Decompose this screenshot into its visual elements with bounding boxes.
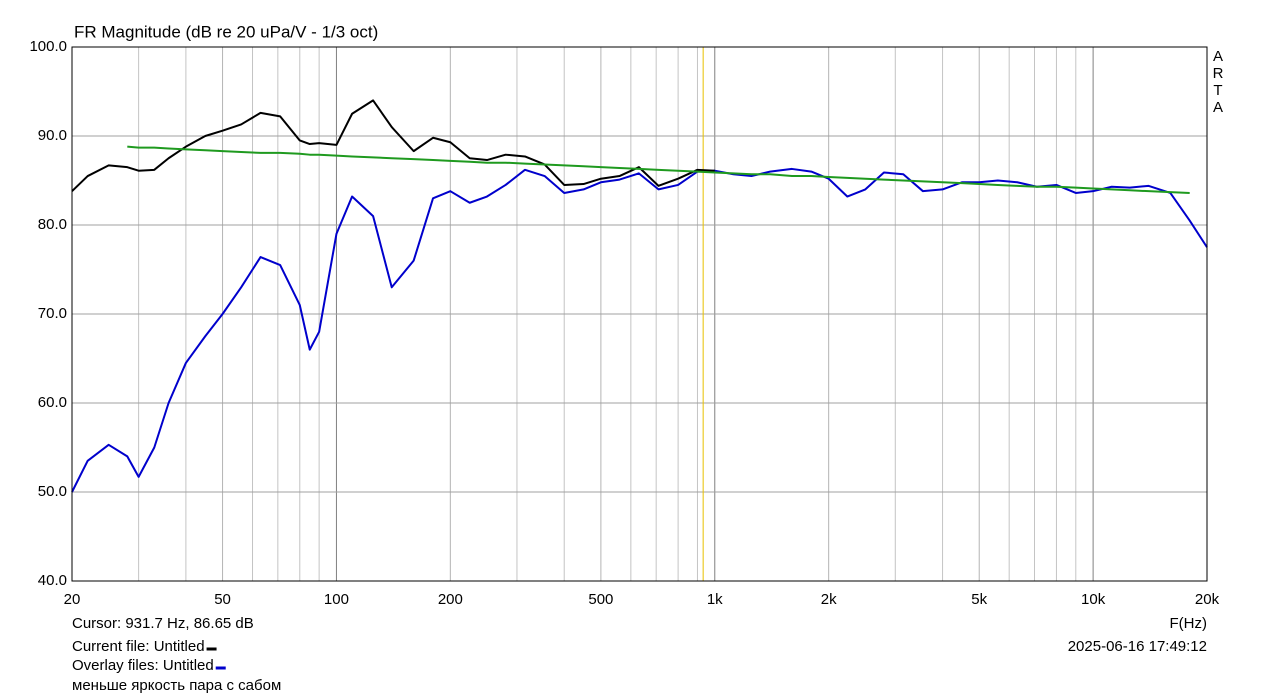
x-tick-label: 2k bbox=[821, 591, 837, 608]
y-tick-label: 70.0 bbox=[38, 305, 67, 322]
y-tick-label: 60.0 bbox=[38, 394, 67, 411]
x-tick-label: 5k bbox=[971, 591, 987, 608]
side-label: T bbox=[1213, 82, 1222, 99]
chart-title: FR Magnitude (dB re 20 uPa/V - 1/3 oct) bbox=[74, 22, 378, 41]
overlay-files: Overlay files: Untitled bbox=[72, 657, 214, 674]
series-line bbox=[71, 99, 715, 192]
x-tick-label: 500 bbox=[588, 591, 613, 608]
series-line bbox=[127, 145, 1190, 194]
side-label: A bbox=[1213, 99, 1223, 116]
y-tick-label: 90.0 bbox=[38, 127, 67, 144]
x-tick-label: 50 bbox=[214, 591, 231, 608]
x-tick-label: 20 bbox=[64, 591, 81, 608]
x-tick-label: 1k bbox=[707, 591, 723, 608]
plot-frame bbox=[71, 46, 1208, 582]
x-tick-label: 10k bbox=[1081, 591, 1106, 608]
x-tick-label: 200 bbox=[438, 591, 463, 608]
current-file: Current file: Untitled bbox=[72, 638, 205, 655]
y-tick-label: 80.0 bbox=[38, 216, 67, 233]
x-axis-label: F(Hz) bbox=[1170, 615, 1208, 632]
y-tick-label: 40.0 bbox=[38, 572, 67, 589]
y-tick-label: 100.0 bbox=[29, 38, 67, 55]
x-tick-label: 100 bbox=[324, 591, 349, 608]
x-tick-label: 20k bbox=[1195, 591, 1220, 608]
timestamp: 2025-06-16 17:49:12 bbox=[1068, 638, 1207, 655]
side-label: A bbox=[1213, 48, 1223, 65]
side-label: R bbox=[1213, 65, 1224, 82]
series-line bbox=[71, 167, 1208, 493]
cursor-readout: Cursor: 931.7 Hz, 86.65 dB bbox=[72, 615, 254, 632]
note: меньше яркость пара с сабом bbox=[72, 677, 281, 694]
y-tick-label: 50.0 bbox=[38, 483, 67, 500]
